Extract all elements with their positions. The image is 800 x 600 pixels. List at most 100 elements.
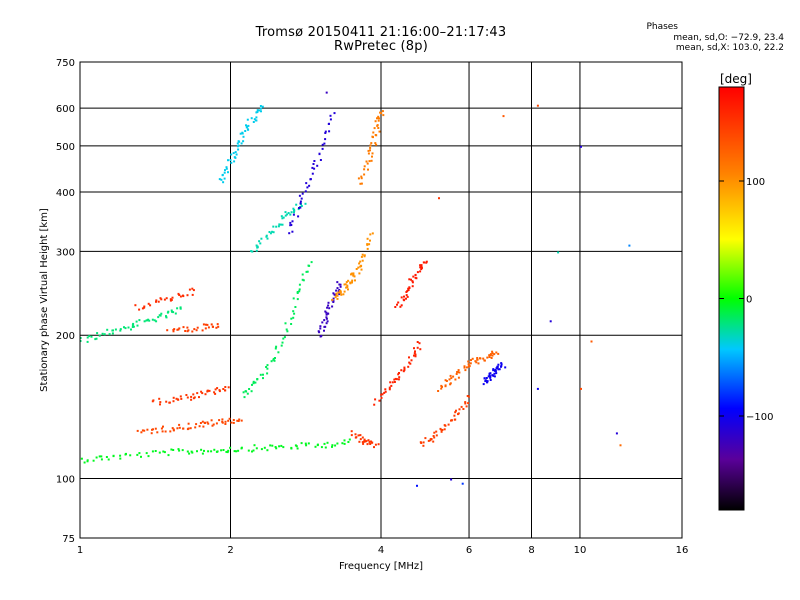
echo-point (376, 117, 378, 120)
echo-point (221, 418, 224, 421)
echo-point (290, 323, 293, 325)
echo-point (307, 264, 310, 267)
echo-point (173, 328, 176, 331)
echo-point (338, 288, 341, 291)
echo-point (305, 182, 308, 185)
echo-point (496, 366, 499, 369)
echo-point (178, 449, 181, 452)
echo-point (338, 293, 341, 296)
echo-point (165, 315, 167, 318)
echo-point (227, 386, 230, 389)
echo-point (295, 445, 298, 448)
echo-point (204, 323, 207, 326)
echo-point (174, 312, 177, 315)
echo-point (336, 442, 339, 445)
echo-point (242, 140, 245, 143)
echo-point (410, 278, 412, 281)
echo-point (229, 446, 232, 449)
y-tick-label: 75 (62, 534, 75, 545)
echo-point (485, 377, 488, 379)
echo-point (226, 451, 229, 454)
echo-point (354, 436, 357, 439)
echo-point (432, 440, 435, 443)
echo-point (282, 216, 285, 219)
echo-point (487, 375, 490, 378)
echo-point (228, 417, 231, 420)
echo-point (95, 456, 98, 459)
echo-point (138, 452, 141, 455)
echo-point (195, 423, 198, 426)
echo-point (407, 289, 410, 291)
y-tick-label: 100 (56, 475, 75, 486)
echo-point (455, 409, 457, 412)
echo-point (337, 291, 340, 294)
echo-point (218, 178, 221, 181)
echo-point (339, 283, 342, 286)
echo-point (310, 261, 313, 264)
echo-point (449, 382, 452, 385)
echo-trace (350, 430, 380, 449)
echo-point (289, 224, 292, 227)
echo-point (388, 386, 391, 389)
y-tick-label: 500 (56, 142, 75, 153)
echo-point (247, 128, 250, 131)
echo-point (306, 270, 309, 273)
echo-point (314, 445, 317, 448)
echo-point (244, 130, 247, 132)
grid-lines (80, 62, 682, 538)
echo-point (123, 326, 125, 329)
echo-point (103, 333, 106, 336)
echo-point (154, 450, 157, 452)
echo-point (155, 299, 158, 302)
echo-point (223, 177, 226, 180)
echo-point (458, 408, 461, 411)
echo-point (308, 184, 311, 187)
echo-point (374, 398, 377, 401)
echo-point (433, 436, 436, 439)
echo-point (130, 328, 132, 331)
echo-point (366, 243, 369, 246)
x-tick-label: 2 (227, 545, 233, 556)
echo-point (143, 306, 146, 309)
echo-point (360, 182, 363, 185)
echo-point (376, 124, 379, 127)
echo-point (405, 297, 407, 300)
echo-trace (80, 438, 351, 464)
echo-point (245, 124, 247, 127)
echo-point (317, 330, 320, 333)
echo-point (319, 159, 322, 161)
echo-point (307, 442, 310, 445)
echo-point (441, 429, 444, 431)
echo-point (377, 115, 380, 118)
echo-point (331, 305, 334, 308)
echo-point (348, 438, 351, 441)
echo-point (497, 352, 500, 355)
echo-point (105, 456, 108, 458)
echo-point (289, 213, 292, 216)
echo-point (418, 342, 421, 345)
colorbar-tick-label: 100 (746, 177, 765, 188)
chart-title-line1: Tromsø 20150411 21:16:00–21:17:43 (255, 25, 507, 40)
echo-point (221, 421, 224, 424)
echo-point (549, 320, 552, 323)
echo-point (266, 449, 269, 452)
echo-point (357, 434, 360, 437)
echo-point (282, 337, 285, 340)
echo-point (165, 400, 168, 403)
echo-point (289, 221, 292, 224)
echo-point (215, 326, 218, 329)
echo-point (198, 396, 200, 399)
echo-point (253, 118, 256, 121)
echo-point (628, 244, 631, 247)
echo-point (304, 190, 307, 193)
echo-point (343, 290, 346, 293)
echo-point (420, 264, 423, 267)
echo-point (363, 165, 366, 168)
echo-point (463, 366, 466, 369)
echo-point (166, 329, 169, 332)
echo-point (191, 287, 194, 290)
echo-point (435, 434, 438, 437)
echo-point (262, 377, 264, 380)
echo-point (372, 131, 375, 134)
echo-point (358, 272, 361, 275)
